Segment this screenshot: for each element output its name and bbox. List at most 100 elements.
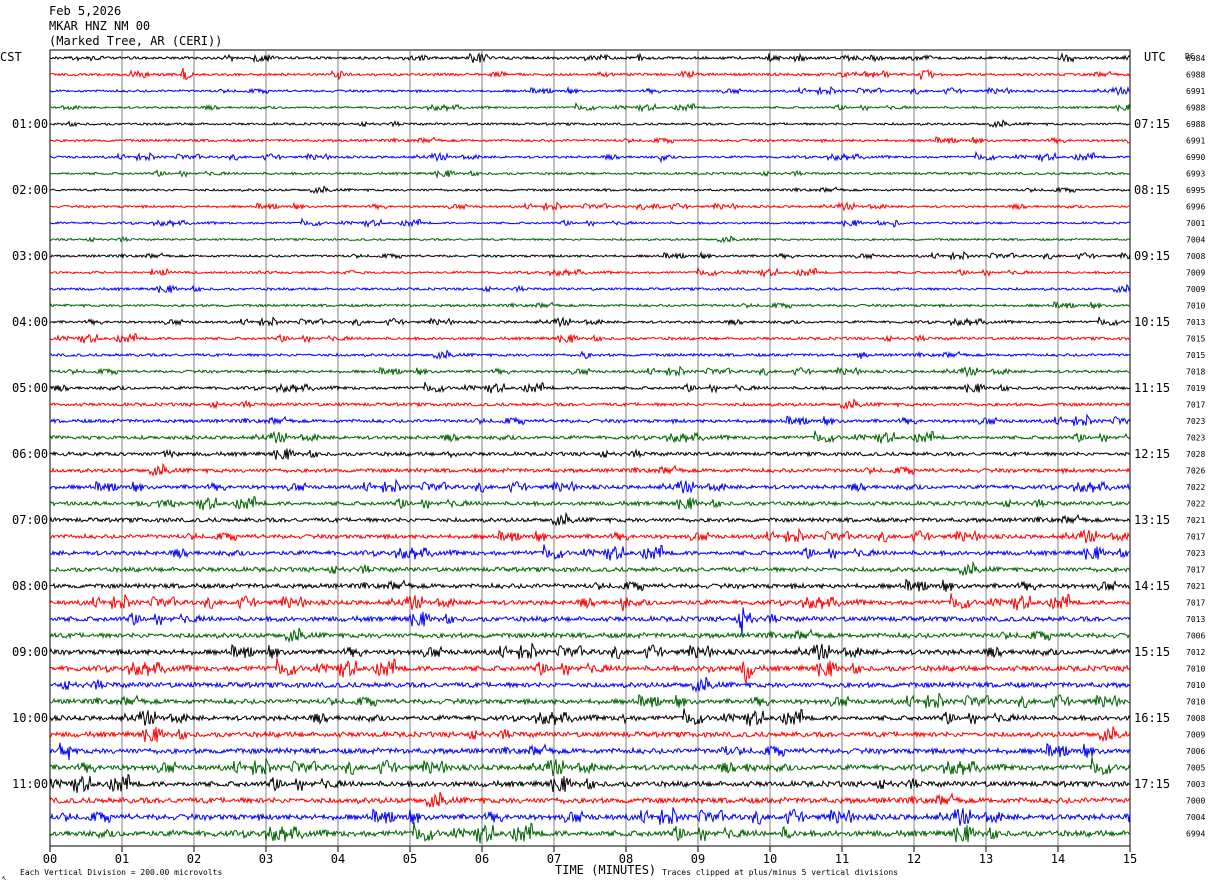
- trace-line: [49, 496, 1131, 511]
- trace-line: [49, 398, 1131, 411]
- dc-offset-label: 7010: [1186, 681, 1205, 690]
- trace-line: [49, 791, 1131, 808]
- trace-line: [49, 692, 1131, 709]
- right-hour-label: 15:15: [1134, 645, 1170, 659]
- dc-offset-label: 7023: [1186, 417, 1205, 426]
- left-hour-label: 10:00: [12, 711, 48, 725]
- trace-line: [49, 185, 1131, 195]
- dc-offset-label: 7004: [1186, 813, 1205, 822]
- trace-line: [49, 627, 1131, 644]
- trace-line: [49, 544, 1131, 561]
- x-axis-label: TIME (MINUTES): [555, 863, 656, 877]
- dc-offset-label: 7015: [1186, 335, 1205, 344]
- dc-offset-label: 7015: [1186, 351, 1205, 360]
- dc-label: DC: [1185, 52, 1195, 61]
- right-hour-label: 10:15: [1134, 315, 1170, 329]
- trace-line: [49, 527, 1131, 544]
- trace-line: [49, 365, 1131, 378]
- dc-offset-label: 6991: [1186, 87, 1205, 96]
- right-hour-label: 11:15: [1134, 381, 1170, 395]
- trace-line: [49, 478, 1131, 494]
- dc-offset-label: 7004: [1186, 236, 1205, 245]
- header-location: (Marked Tree, AR (CERI)): [49, 34, 223, 48]
- trace-line: [49, 85, 1131, 97]
- trace-line: [49, 316, 1131, 328]
- trace-line: [49, 235, 1131, 244]
- right-hour-label: 12:15: [1134, 447, 1170, 461]
- dc-offset-label: 6988: [1186, 104, 1205, 113]
- trace-line: [49, 593, 1131, 612]
- x-tick-label: 15: [1123, 852, 1137, 866]
- left-hour-label: 07:00: [12, 513, 48, 527]
- trace-line: [49, 349, 1131, 360]
- dc-offset-label: 7023: [1186, 434, 1205, 443]
- corner-mark: ↖: [2, 873, 7, 882]
- trace-line: [49, 462, 1131, 477]
- trace-line: [49, 169, 1131, 179]
- left-axis-label: CST: [0, 50, 22, 64]
- dc-offset-label: 6990: [1186, 153, 1205, 162]
- trace-line: [49, 250, 1131, 262]
- dc-offset-label: 7008: [1186, 714, 1205, 723]
- dc-offset-label: 7000: [1186, 797, 1205, 806]
- trace-line: [49, 266, 1131, 279]
- right-hour-label: 07:15: [1134, 117, 1170, 131]
- right-hour-label: 14:15: [1134, 579, 1170, 593]
- trace-line: [49, 430, 1131, 444]
- trace-line: [49, 676, 1131, 694]
- trace-line: [49, 807, 1131, 826]
- x-tick-label: 10: [763, 852, 777, 866]
- dc-offset-label: 6988: [1186, 120, 1205, 129]
- trace-line: [49, 283, 1131, 294]
- x-tick-label: 08: [619, 852, 633, 866]
- x-tick-label: 13: [979, 852, 993, 866]
- dc-offset-label: 7021: [1186, 516, 1205, 525]
- left-hour-label: 05:00: [12, 381, 48, 395]
- trace-line: [49, 119, 1131, 129]
- dc-offset-label: 6991: [1186, 137, 1205, 146]
- dc-offset-label: 6996: [1186, 203, 1205, 212]
- right-hour-label: 17:15: [1134, 777, 1170, 791]
- dc-offset-label: 6993: [1186, 170, 1205, 179]
- dc-offset-label: 7028: [1186, 450, 1205, 459]
- left-hour-label: 02:00: [12, 183, 48, 197]
- scale-note: Each Vertical Division = 200.00 microvol…: [20, 868, 222, 877]
- dc-offset-label: 7022: [1186, 500, 1205, 509]
- dc-offset-label: 7019: [1186, 384, 1205, 393]
- x-tick-label: 14: [1051, 852, 1065, 866]
- x-tick-label: 12: [907, 852, 921, 866]
- trace-line: [49, 822, 1131, 844]
- left-hour-label: 06:00: [12, 447, 48, 461]
- left-hour-label: 11:00: [12, 777, 48, 791]
- trace-line: [49, 708, 1131, 727]
- right-hour-label: 16:15: [1134, 711, 1170, 725]
- dc-offset-label: 7018: [1186, 368, 1205, 377]
- plot-frame: [49, 49, 1131, 847]
- x-tick-label: 01: [115, 852, 129, 866]
- dc-offset-label: 7017: [1186, 533, 1205, 542]
- trace-line: [49, 578, 1131, 592]
- trace-line: [49, 52, 1131, 64]
- trace-line: [49, 607, 1131, 637]
- trace-line: [49, 657, 1131, 684]
- trace-line: [49, 643, 1131, 661]
- dc-offset-label: 7001: [1186, 219, 1205, 228]
- dc-offset-label: 7009: [1186, 731, 1205, 740]
- trace-line: [49, 448, 1131, 460]
- chart-grid: [49, 49, 1131, 852]
- x-tick-label: 05: [403, 852, 417, 866]
- dc-offset-label: 7021: [1186, 582, 1205, 591]
- trace-line: [49, 136, 1131, 145]
- x-tick-label: 03: [259, 852, 273, 866]
- dc-offset-label: 7017: [1186, 599, 1205, 608]
- trace-line: [49, 511, 1131, 527]
- right-axis-label: UTC: [1144, 50, 1166, 64]
- chart-labels: 00 01 02 03 04 05 06 07 08 09 10 11 12 13 14 15 6984 6988…: [12, 54, 1205, 866]
- dc-offset-label: 7012: [1186, 648, 1205, 657]
- x-tick-label: 04: [331, 852, 345, 866]
- trace-line: [49, 773, 1131, 794]
- dc-offset-label: 7022: [1186, 483, 1205, 492]
- left-hour-label: 08:00: [12, 579, 48, 593]
- dc-offset-label: 7009: [1186, 269, 1205, 278]
- left-hour-label: 09:00: [12, 645, 48, 659]
